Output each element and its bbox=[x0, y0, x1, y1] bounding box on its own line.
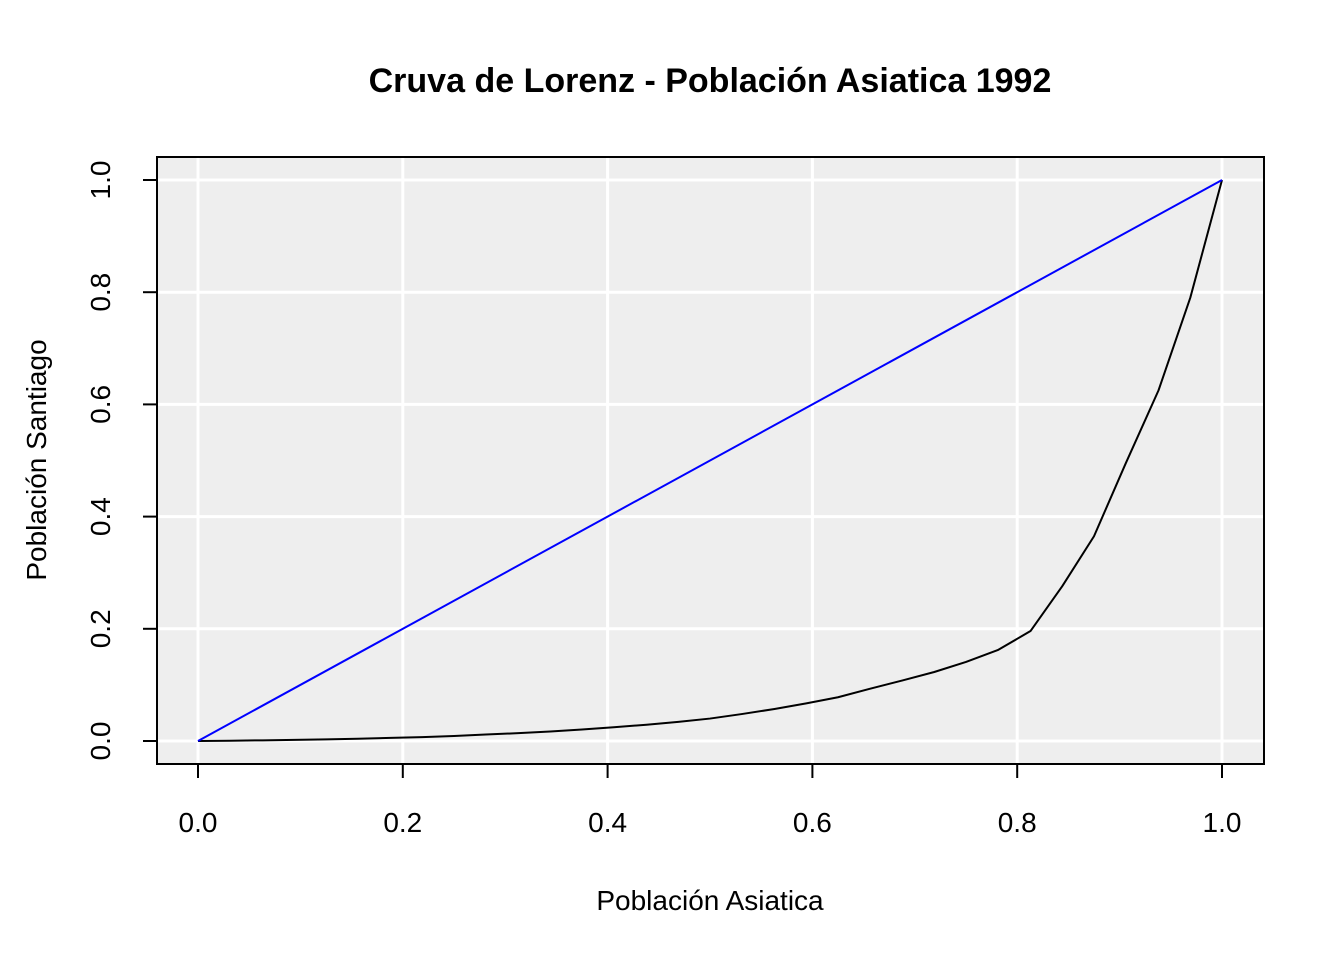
y-tick-label: 0.0 bbox=[85, 722, 116, 761]
x-tick-label: 0.6 bbox=[793, 807, 832, 838]
x-axis-label: Población Asiatica bbox=[596, 885, 824, 916]
y-tick-label: 0.2 bbox=[85, 609, 116, 648]
y-axis-label: Población Santiago bbox=[21, 339, 52, 580]
chart-title: Cruva de Lorenz - Población Asiatica 199… bbox=[369, 62, 1052, 100]
y-axis: 0.0 0.2 0.4 0.6 0.8 1.0 bbox=[85, 161, 158, 761]
equality-line bbox=[197, 179, 1223, 742]
y-tick-label: 0.6 bbox=[85, 385, 116, 424]
y-tick-label: 0.4 bbox=[85, 497, 116, 536]
y-tick-label: 0.8 bbox=[85, 273, 116, 312]
series-group bbox=[197, 179, 1223, 742]
x-tick-label: 0.0 bbox=[179, 807, 218, 838]
grid-lines bbox=[157, 157, 1264, 764]
x-tick-label: 1.0 bbox=[1203, 807, 1242, 838]
x-axis: 0.0 0.2 0.4 0.6 0.8 1.0 bbox=[179, 763, 1242, 838]
x-tick-label: 0.2 bbox=[383, 807, 422, 838]
x-tick-label: 0.4 bbox=[588, 807, 627, 838]
x-tick-label: 0.8 bbox=[998, 807, 1037, 838]
lorenz-curve-line bbox=[197, 179, 1223, 742]
y-tick-label: 1.0 bbox=[85, 161, 116, 200]
